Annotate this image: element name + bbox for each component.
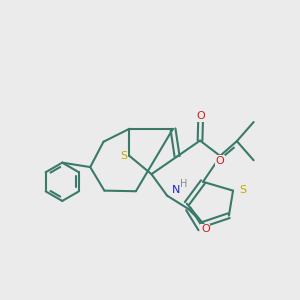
- Text: N: N: [172, 185, 181, 195]
- Text: O: O: [196, 111, 205, 122]
- Text: O: O: [215, 156, 224, 166]
- Text: O: O: [201, 224, 210, 235]
- Text: S: S: [121, 151, 128, 161]
- Text: H: H: [180, 179, 188, 190]
- Text: S: S: [239, 185, 247, 195]
